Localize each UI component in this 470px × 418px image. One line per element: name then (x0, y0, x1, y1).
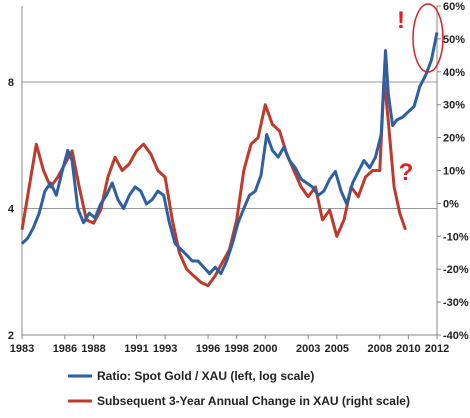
right-tick-label: -20% (443, 264, 469, 276)
x-tick-label: 1996 (196, 343, 220, 355)
x-tick-label: 2003 (296, 343, 320, 355)
right-tick-label: 50% (443, 34, 465, 46)
right-tick-label: 30% (443, 100, 465, 112)
x-tick-label: 2005 (325, 343, 349, 355)
x-tick-label: 2010 (396, 343, 420, 355)
x-tick-label: 2000 (253, 343, 277, 355)
right-tick-label: 40% (443, 67, 465, 79)
axis-layer: 2 4 8 -40% -30% -20% -10% 0% 10% 20% 30% 40% 50% 60% 1… (8, 1, 469, 355)
left-tick-label: 2 (8, 330, 14, 342)
left-tick-label: 4 (8, 204, 15, 216)
right-tick-label: -10% (443, 231, 469, 243)
legend-label: Ratio: Spot Gold / XAU (left, log scale) (97, 369, 314, 383)
x-tick-label: 1988 (81, 343, 105, 355)
x-tick-label: 1983 (10, 343, 34, 355)
right-tick-label: 60% (443, 1, 465, 13)
series-layer (20, 32, 439, 288)
right-tick-label: -30% (443, 297, 469, 309)
question-annotation: ? (399, 159, 414, 186)
right-tick-label: 20% (443, 133, 465, 145)
x-tick-label: 2012 (425, 343, 449, 355)
x-tick-label: 1993 (153, 343, 177, 355)
right-tick-label: -40% (443, 330, 469, 342)
grid-layer (22, 81, 437, 209)
legend: Ratio: Spot Gold / XAU (left, log scale)… (68, 369, 410, 408)
exclamation-annotation: ! (397, 7, 405, 34)
annotation-layer: !? (397, 3, 444, 186)
series-line-xau-3yr-change (20, 76, 407, 288)
right-tick-label: 10% (443, 166, 465, 178)
x-tick-label: 1986 (53, 343, 77, 355)
x-tick-label: 1991 (124, 343, 148, 355)
x-tick-label: 1998 (224, 343, 248, 355)
highlight-ellipse (412, 3, 444, 73)
x-tick-label: 2008 (368, 343, 392, 355)
legend-label: Subsequent 3-Year Annual Change in XAU (… (97, 394, 410, 408)
right-tick-label: 0% (443, 198, 459, 210)
left-tick-label: 8 (8, 77, 14, 89)
series-line-gold-xau-ratio (20, 32, 439, 276)
